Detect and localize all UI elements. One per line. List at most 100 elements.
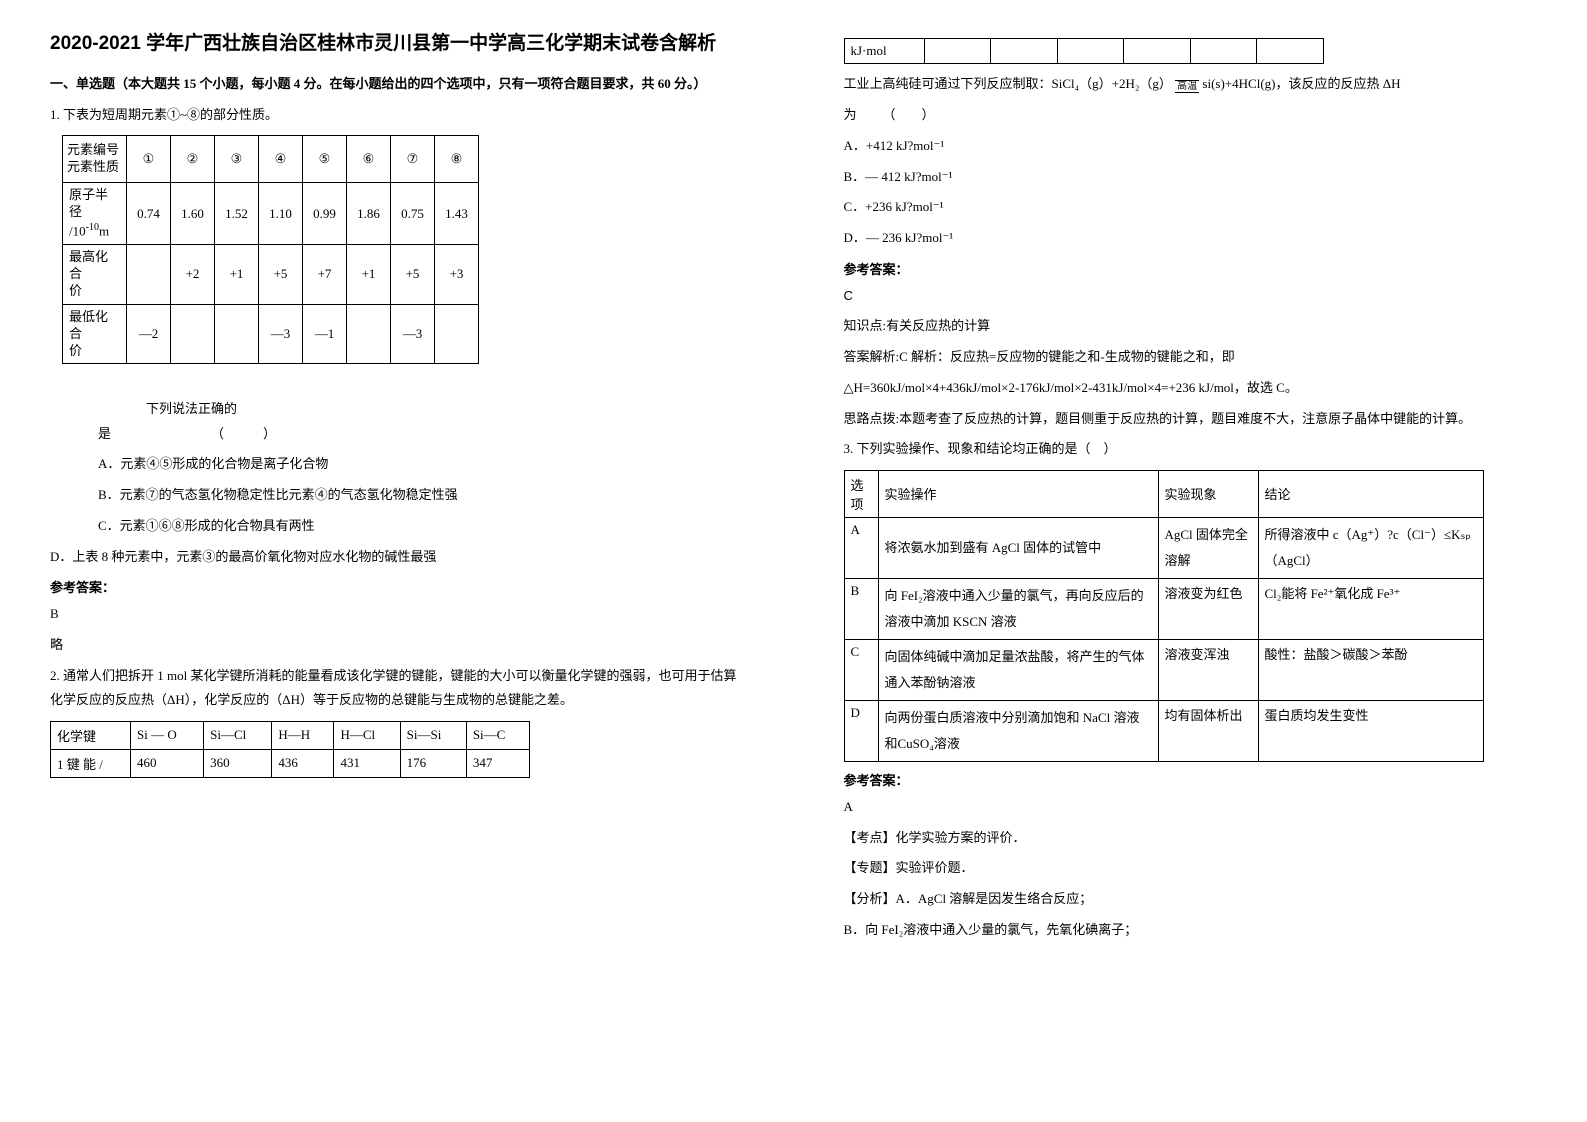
left-column: 2020-2021 学年广西壮族自治区桂林市灵川县第一中学高三化学期末试卷含解析… (0, 0, 794, 1122)
t3-r3c1: 向两份蛋白质溶液中分别滴加饱和 NaCl 溶液和CuSO₄溶液 (878, 700, 1158, 761)
q1-table: 元素编号 元素性质 ① ② ③ ④ ⑤ ⑥ ⑦ ⑧ 原子半径/10-10m 0.… (62, 135, 479, 364)
t2c-c2 (991, 39, 1058, 64)
q1-intro: 1. 下表为短周期元素①~⑧的部分性质。 (50, 103, 744, 128)
t1-r3c5: —1 (303, 304, 347, 364)
t1-r3c2 (171, 304, 215, 364)
t3-h0: 选项 (844, 470, 878, 517)
q3-table: 选项 实验操作 实验现象 结论 A 将浓氨水加到盛有 AgCl 固体的试管中 A… (844, 470, 1484, 762)
t3-r1c1: 向 FeI₂溶液中通入少量的氯气，再向反应后的溶液中滴加 KSCN 溶液 (878, 578, 1158, 639)
t1-r3c4: —3 (259, 304, 303, 364)
doc-title: 2020-2021 学年广西壮族自治区桂林市灵川县第一中学高三化学期末试卷含解析 (50, 30, 744, 59)
t2c-c5 (1190, 39, 1257, 64)
q2-table: 化学键 Si — O Si—Cl H—H H—Cl Si—Si Si—C 1 键… (50, 721, 530, 778)
q1-ans-label: 参考答案： (50, 577, 744, 596)
q2-exp4: 思路点拨:本题考查了反应热的计算，题目侧重于反应热的计算，题目难度不大，注意原子… (844, 407, 1538, 432)
q2-text: 2. 通常人们把拆开 1 mol 某化学键所消耗的能量看成该化学键的键能，键能的… (50, 664, 744, 713)
q3-e3: 【分析】A．AgCl 溶解是因发生络合反应； (844, 887, 1538, 912)
right-column: kJ·mol 工业上高纯硅可通过下列反应制取：SiCl₄（g）+2H₂（g） 高… (794, 0, 1587, 1122)
t1-r1c7: 0.75 (391, 183, 435, 245)
t1-r2c7: +5 (391, 245, 435, 305)
t2-r1c0: 1 键 能 / (51, 749, 131, 777)
t1-r3c8 (435, 304, 479, 364)
t1-r2-label: 最高化合价 (63, 245, 127, 305)
t1-r1-label: 原子半径/10-10m (63, 183, 127, 245)
t1-r2c3: +1 (215, 245, 259, 305)
q3-e4: B．向 FeI₂溶液中通入少量的氯气，先氧化碘离子； (844, 918, 1538, 943)
q2-eq-right: si(s)+4HCl(g)，该反应的反应热 ΔH (1202, 76, 1400, 91)
t1-r3c6 (347, 304, 391, 364)
t1-r1c4: 1.10 (259, 183, 303, 245)
q1-opt-d: D．上表 8 种元素中，元素③的最高价氧化物对应水化物的碱性最强 (50, 545, 744, 570)
q1-note: 略 (50, 633, 744, 658)
t3-r0c3: 所得溶液中 c（Ag⁺）?c（Cl⁻）≤Kₛₚ（AgCl） (1258, 517, 1483, 578)
t3-r0c1: 将浓氨水加到盛有 AgCl 固体的试管中 (878, 517, 1158, 578)
t3-r0c0: A (844, 517, 878, 578)
t1-r2c5: +7 (303, 245, 347, 305)
t2-r1c1: 460 (131, 749, 204, 777)
q3-e1: 【考点】化学实验方案的评价． (844, 826, 1538, 851)
t3-r2c0: C (844, 639, 878, 700)
t1-r2c8: +3 (435, 245, 479, 305)
q2-exp3: △H=360kJ/mol×4+436kJ/mol×2-176kJ/mol×2-4… (844, 376, 1538, 401)
t1-h3: ③ (215, 136, 259, 183)
q3-ans-label: 参考答案： (844, 770, 1538, 789)
t1-r3c3 (215, 304, 259, 364)
t3-r0c2: AgCl 固体完全溶解 (1158, 517, 1258, 578)
t2c-c6 (1257, 39, 1324, 64)
t3-r2c2: 溶液变浑浊 (1158, 639, 1258, 700)
t3-r1c2: 溶液变为红色 (1158, 578, 1258, 639)
t3-r1c3: Cl₂能将 Fe²⁺氧化成 Fe³⁺ (1258, 578, 1483, 639)
t1-r3c1: —2 (127, 304, 171, 364)
t1-label-1: 元素编号 (67, 142, 119, 157)
t1-r0c0: 元素编号 元素性质 (63, 136, 127, 183)
t2-r1c6: 347 (466, 749, 529, 777)
q3-ans: A (844, 795, 1538, 820)
t3-r3c0: D (844, 700, 878, 761)
t1-h8: ⑧ (435, 136, 479, 183)
t1-h7: ⑦ (391, 136, 435, 183)
q2-opt-b: B．— 412 kJ?mol⁻¹ (844, 165, 1538, 190)
t2-h4: H—Cl (334, 721, 400, 749)
q2-ans: C (844, 284, 1538, 309)
q2-ans-label: 参考答案： (844, 259, 1538, 278)
q2-table-cont: kJ·mol (844, 38, 1324, 64)
q3-intro: 3. 下列实验操作、现象和结论均正确的是（ ） (844, 437, 1538, 462)
q1-opt-a: A．元素④⑤形成的化合物是离子化合物 (50, 452, 744, 477)
t1-r3c7: —3 (391, 304, 435, 364)
t2-h0: 化学键 (51, 721, 131, 749)
t1-label-2: 元素性质 (67, 159, 119, 174)
t3-h3: 结论 (1258, 470, 1483, 517)
t3-r3c2: 均有固体析出 (1158, 700, 1258, 761)
t2c-c4 (1124, 39, 1191, 64)
t2c-c3 (1057, 39, 1124, 64)
section1-header: 一、单选题（本大题共 15 个小题，每小题 4 分。在每小题给出的四个选项中，只… (50, 73, 744, 95)
q2-eq-left: 工业上高纯硅可通过下列反应制取：SiCl₄（g）+2H₂（g） (844, 76, 1176, 91)
q2-opt-d: D．— 236 kJ?mol⁻¹ (844, 226, 1538, 251)
t2-r1c4: 431 (334, 749, 400, 777)
t3-r1c0: B (844, 578, 878, 639)
q1-opt-c: C．元素①⑥⑧形成的化合物具有两性 (50, 514, 744, 539)
t1-r2c6: +1 (347, 245, 391, 305)
t3-r2c1: 向固体纯碱中滴加足量浓盐酸，将产生的气体通入苯酚钠溶液 (878, 639, 1158, 700)
t1-r2c2: +2 (171, 245, 215, 305)
q2-tail: 为 （ ） (844, 103, 1538, 128)
arrow-cond: 高温 (1175, 73, 1199, 98)
t2-r1c3: 436 (272, 749, 334, 777)
t1-r1c8: 1.43 (435, 183, 479, 245)
t1-r1c6: 1.86 (347, 183, 391, 245)
t2-h6: Si—C (466, 721, 529, 749)
t1-h2: ② (171, 136, 215, 183)
t1-h4: ④ (259, 136, 303, 183)
t3-h1: 实验操作 (878, 470, 1158, 517)
t3-r3c3: 蛋白质均发生变性 (1258, 700, 1483, 761)
t2c-c0: kJ·mol (844, 39, 924, 64)
t1-r1c5: 0.99 (303, 183, 347, 245)
q1-stem-text: 下列说法正确的 (98, 401, 237, 416)
q2-opt-c: C．+236 kJ?mol⁻¹ (844, 195, 1538, 220)
t2-h1: Si — O (131, 721, 204, 749)
t2-h5: Si—Si (400, 721, 466, 749)
q2-eq: 工业上高纯硅可通过下列反应制取：SiCl₄（g）+2H₂（g） 高温 si(s)… (844, 72, 1538, 97)
t2-r1c5: 176 (400, 749, 466, 777)
t2c-c1 (924, 39, 991, 64)
q2-opt-a: A．+412 kJ?mol⁻¹ (844, 134, 1538, 159)
